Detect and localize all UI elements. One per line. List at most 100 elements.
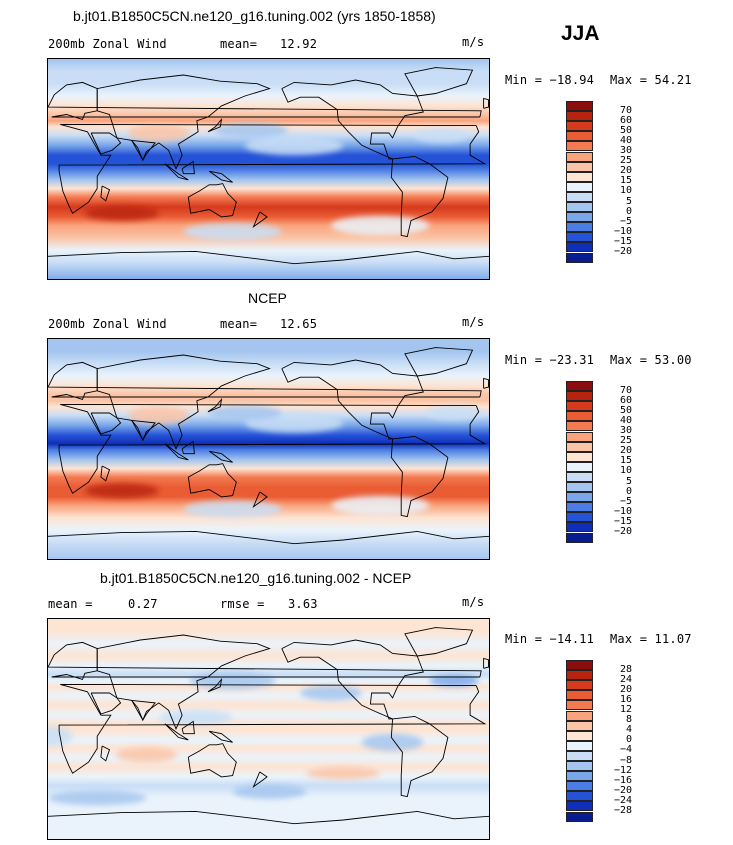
colorbar-tick-label: −10 — [613, 225, 632, 237]
coastline — [281, 79, 424, 160]
panel3-map — [47, 618, 490, 840]
coastline — [181, 160, 195, 175]
panel2-coastlines — [48, 347, 489, 545]
panel3-mean-value: 0.27 — [128, 597, 158, 611]
colorbar-swatch — [566, 381, 593, 392]
coastline — [187, 743, 237, 778]
colorbar-swatch — [566, 720, 593, 731]
panel1-units: m/s — [462, 35, 485, 49]
colorbar-swatch — [566, 252, 593, 263]
colorbar-swatch — [566, 791, 593, 802]
coastline — [483, 657, 489, 669]
panel3-mean-label: mean = — [48, 597, 93, 611]
colorbar-swatch — [566, 522, 593, 533]
field-anomaly-blob — [127, 406, 190, 425]
coastline — [90, 692, 122, 715]
field-anomaly-blob — [361, 733, 424, 751]
field-anomaly-blob — [331, 495, 430, 516]
colorbar-swatch — [566, 441, 593, 452]
colorbar-tick-label: 24 — [619, 673, 632, 685]
colorbar-tick-label: 10 — [619, 465, 632, 477]
field-anomaly-blob — [207, 405, 282, 421]
panel1-min: Min = −18.94 — [505, 73, 595, 87]
field-anomaly-blob — [214, 123, 288, 138]
field-anomaly-blob — [84, 205, 159, 221]
field-anomaly-blob — [127, 124, 190, 142]
colorbar-swatch — [566, 461, 593, 472]
colorbar-tick-label: −20 — [613, 526, 632, 537]
colorbar-tick-label: 16 — [619, 693, 632, 705]
colorbar-tick-label: −8 — [619, 754, 632, 766]
colorbar-swatch — [566, 750, 593, 761]
panel2-mean-label: mean= — [220, 317, 258, 331]
coastline — [281, 359, 424, 440]
colorbar-tick-label: 50 — [619, 404, 632, 416]
coastline — [131, 419, 156, 442]
colorbar-tick-label: 50 — [619, 124, 632, 136]
coastline — [207, 677, 223, 693]
colorbar-tick-label: 25 — [619, 155, 632, 167]
colorbar-swatch — [566, 740, 593, 751]
colorbar-swatch — [566, 202, 593, 213]
coastline — [390, 715, 449, 798]
colorbar-tick-label: 12 — [619, 704, 632, 715]
colorbar-swatch — [566, 781, 593, 792]
field-anomaly-blob — [306, 767, 381, 780]
panel2-variable: 200mb Zonal Wind — [48, 317, 167, 331]
panel3-max: Max = 11.07 — [610, 632, 692, 646]
panel1-max: Max = 54.21 — [610, 73, 692, 87]
colorbar-swatch — [566, 151, 593, 162]
colorbar-swatch — [566, 710, 593, 721]
colorbar-swatch — [566, 101, 593, 112]
colorbar-swatch — [566, 660, 593, 671]
colorbar-swatch — [566, 771, 593, 782]
coastline — [164, 723, 189, 741]
coastline — [208, 730, 233, 743]
colorbar-tick-label: 4 — [625, 724, 632, 736]
panel2-title: NCEP — [248, 290, 287, 306]
colorbar-swatch — [566, 761, 593, 772]
colorbar-swatch — [566, 401, 593, 412]
coastline — [100, 465, 111, 482]
coastline — [131, 699, 156, 722]
colorbar-tick-label: −20 — [613, 246, 632, 257]
colorbar-swatch — [566, 161, 593, 172]
coastline — [208, 450, 233, 463]
panel3-coastlines — [48, 627, 489, 825]
panel1-mean-value: 12.92 — [280, 37, 318, 51]
panel2-anomaly-blobs — [84, 405, 482, 518]
colorbar-tick-label: 0 — [625, 734, 632, 746]
coastline — [90, 412, 122, 435]
colorbar-tick-label: −15 — [613, 515, 632, 527]
coastline — [208, 170, 233, 183]
colorbar-swatch — [566, 212, 593, 223]
colorbar-tick-label: 0 — [625, 485, 632, 497]
colorbar-swatch — [566, 690, 593, 701]
colorbar-swatch — [566, 242, 593, 253]
colorbar-swatch — [566, 131, 593, 142]
colorbar-tick-label: −12 — [613, 764, 632, 776]
colorbar-swatch — [566, 801, 593, 812]
colorbar-tick-label: 60 — [619, 114, 632, 126]
colorbar-tick-label: −5 — [619, 215, 632, 227]
coastline — [390, 155, 449, 238]
coastline — [58, 683, 487, 774]
panel2-map — [47, 338, 490, 560]
coastline — [252, 771, 268, 788]
colorbar-tick-label: 28 — [619, 663, 632, 675]
coastline — [58, 403, 487, 494]
panel1-map — [47, 58, 490, 280]
field-anomaly-blob — [189, 672, 276, 690]
coastline — [181, 440, 195, 455]
colorbar-swatch — [566, 700, 593, 711]
colorbar-tick-label: 5 — [625, 475, 632, 487]
colorbar-swatch — [566, 471, 593, 482]
colorbar-tick-label: 20 — [619, 445, 632, 457]
coastline — [100, 185, 111, 202]
colorbar-swatch — [566, 730, 593, 741]
panel3-units: m/s — [462, 595, 485, 609]
coastline — [252, 211, 268, 228]
colorbar-tick-label: −16 — [613, 774, 632, 786]
colorbar-tick-label: 15 — [619, 455, 632, 467]
colorbar-tick-label: 70 — [619, 104, 632, 116]
